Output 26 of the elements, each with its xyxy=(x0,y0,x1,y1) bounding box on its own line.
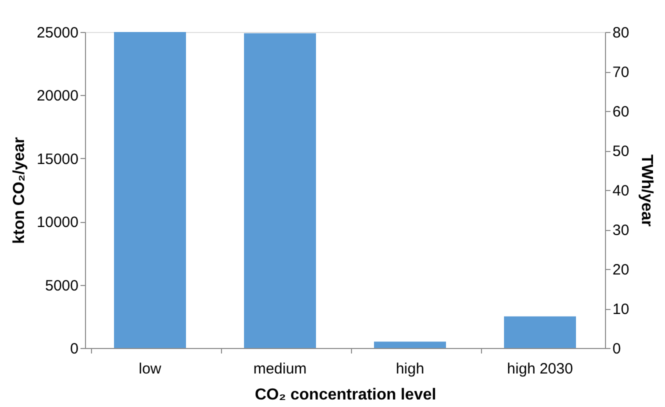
bar xyxy=(504,316,576,348)
y2-tick-label: 70 xyxy=(612,64,630,81)
x-tick-label: high xyxy=(396,360,424,378)
bar xyxy=(374,342,446,348)
y2-tick-label: 40 xyxy=(612,182,630,200)
y2-tick-label: 50 xyxy=(612,143,630,160)
y-tick-label: 0 xyxy=(70,340,78,358)
y2-tick-label: 0 xyxy=(612,340,621,358)
x-tick-label: medium xyxy=(253,360,307,378)
y-tick-label: 15000 xyxy=(36,150,78,168)
y-axis-title: kton CO₂/year xyxy=(10,137,28,244)
x-tick-label: low xyxy=(138,360,162,378)
y-tick-label: 10000 xyxy=(36,214,78,232)
bar xyxy=(114,32,186,348)
y2-axis-title: TWh/year xyxy=(638,154,656,227)
y2-tick-label: 20 xyxy=(612,262,630,278)
y2-tick-label: 10 xyxy=(612,301,630,318)
y2-tick-label: 80 xyxy=(612,24,630,42)
y-tick-label: 20000 xyxy=(36,88,78,105)
y-tick-label: 25000 xyxy=(36,24,78,42)
y-tick-label: 5000 xyxy=(45,277,78,294)
x-tick-label: high 2030 xyxy=(507,360,573,378)
y2-tick-label: 60 xyxy=(612,104,630,120)
x-axis-title: CO₂ concentration level xyxy=(254,386,436,404)
bar xyxy=(244,33,316,348)
y2-tick-label: 30 xyxy=(612,222,630,239)
